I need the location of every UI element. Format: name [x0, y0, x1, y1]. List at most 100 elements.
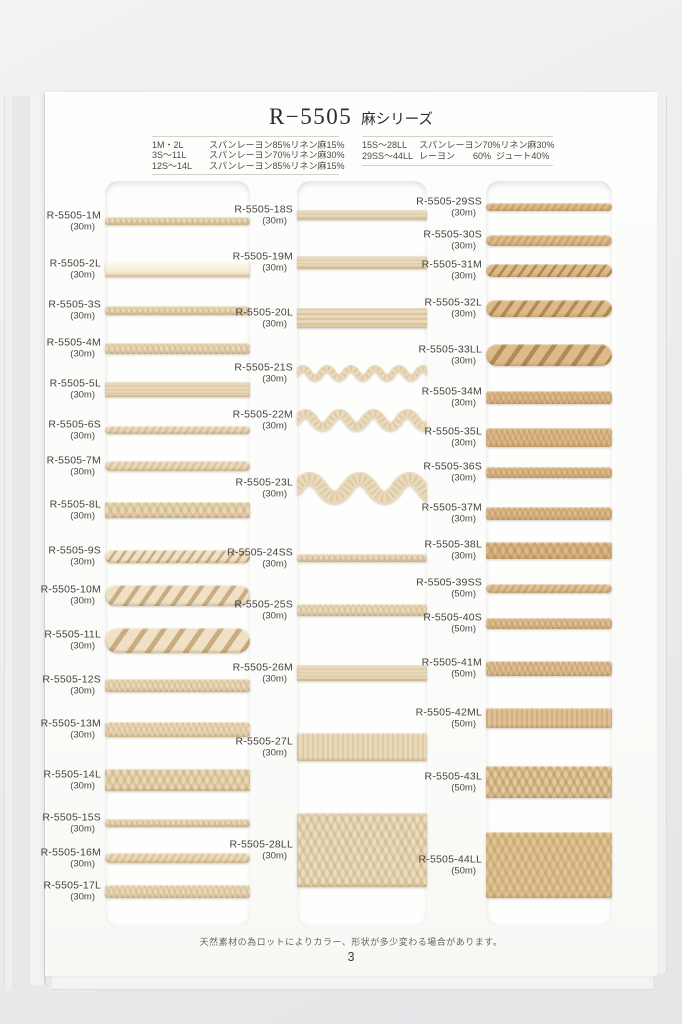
sample-code: R-5505-8L [49, 498, 101, 511]
sample-code: R-5505-24SS [227, 546, 293, 559]
sample-cord [105, 502, 250, 518]
sample-length: (30m) [70, 595, 95, 607]
sample-length: (30m) [262, 215, 287, 227]
sample-code: R-5505-37M [421, 501, 482, 514]
sample-code: R-5505-15S [42, 811, 101, 824]
sample-cord [105, 461, 250, 471]
sample-label: R-5505-9S (30m) [48, 545, 101, 568]
sample-length: (30m) [70, 269, 95, 281]
sample-length: (30m) [451, 308, 476, 320]
sample-cord [297, 554, 427, 562]
sample-cord [297, 813, 427, 887]
sample-label: R-5505-19M (30m) [233, 251, 293, 274]
sample-code: R-5505-44LL [418, 853, 482, 866]
sample-cord [105, 627, 250, 653]
spec-row: 1M・2L スパンレーヨン85% リネン麻15% [152, 140, 344, 151]
sample-cord [486, 506, 612, 520]
sample-code: R-5505-43L [424, 770, 482, 783]
sample-code: R-5505-14L [43, 768, 101, 781]
sample-code: R-5505-6S [48, 418, 101, 431]
spec-table-right: 15S〜28LL スパンレーヨン70% リネン麻30% 29SS〜44LL レーヨン 6… [362, 136, 554, 166]
sample-length: (30m) [70, 348, 95, 360]
sample-code: R-5505-25S [234, 598, 293, 611]
sample-window-2 [297, 181, 427, 927]
sample-label: R-5505-16M (30m) [41, 847, 101, 870]
sample-label: R-5505-10M (30m) [41, 584, 101, 607]
spec-range: 12S〜14L [152, 160, 193, 171]
sample-length: (30m) [70, 466, 95, 478]
sample-length: (50m) [451, 668, 476, 680]
sample-length: (30m) [262, 850, 287, 862]
sample-length: (30m) [70, 556, 95, 568]
sample-label: R-5505-17L (30m) [44, 880, 101, 903]
sample-length: (30m) [451, 270, 476, 282]
sample-code: R-5505-21S [234, 361, 293, 374]
sample-label: R-5505-32L (30m) [425, 297, 482, 320]
sample-code: R-5505-7M [46, 454, 101, 467]
sample-label: R-5505-28LL (30m) [230, 839, 294, 862]
sample-cord [105, 426, 250, 434]
sample-label: R-5505-24SS (30m) [227, 547, 293, 570]
sample-code: R-5505-22M [232, 408, 293, 421]
sample-cord [105, 381, 250, 397]
sample-cord [486, 832, 612, 898]
sample-label: R-5505-36S (30m) [423, 461, 482, 484]
sample-length: (50m) [451, 623, 476, 635]
sample-length: (30m) [70, 221, 95, 233]
sample-length: (30m) [70, 823, 95, 835]
sample-cord [486, 390, 612, 404]
sample-code: R-5505-38L [424, 538, 482, 551]
sample-code: R-5505-13M [40, 717, 101, 730]
sample-length: (30m) [70, 389, 95, 401]
sample-length: (30m) [262, 420, 287, 432]
sample-code: R-5505-36S [423, 460, 482, 473]
sample-cord [486, 708, 612, 728]
sample-code: R-5505-2L [49, 257, 101, 270]
sample-length: (30m) [70, 891, 95, 903]
sample-label: R-5505-37M (30m) [422, 502, 482, 525]
sample-cord [297, 472, 427, 504]
sample-length: (30m) [451, 355, 476, 367]
sample-cord [105, 584, 250, 606]
sample-cord [105, 884, 250, 898]
sample-cord [297, 210, 427, 220]
sample-length: (30m) [70, 430, 95, 442]
book-page-edge-middle [12, 96, 30, 989]
sample-length: (30m) [70, 685, 95, 697]
sample-cord [297, 308, 427, 328]
sample-label: R-5505-39SS (50m) [416, 577, 482, 600]
spec-row: 29SS〜44LL レーヨン 60% ジュート40% [362, 151, 553, 163]
sample-cord [105, 678, 250, 692]
sample-length: (30m) [262, 488, 287, 500]
sample-length: (30m) [451, 397, 476, 409]
sample-code: R-5505-39SS [416, 576, 482, 589]
sample-code: R-5505-19M [232, 250, 293, 263]
sample-code: R-5505-28LL [229, 838, 293, 851]
sample-label: R-5505-4M (30m) [47, 337, 101, 360]
sample-length: (30m) [451, 437, 476, 449]
spec-row: 3S〜11L スパンレーヨン70% リネン麻30% [152, 150, 344, 161]
sample-code: R-5505-35L [424, 425, 482, 438]
sample-length: (30m) [262, 673, 287, 685]
sample-cord [105, 305, 250, 315]
sample-length: (30m) [262, 262, 287, 274]
sample-length: (50m) [451, 782, 476, 794]
sample-label: R-5505-34M (30m) [422, 386, 482, 409]
sample-code: R-5505-9S [48, 544, 101, 557]
sample-label: R-5505-22M (30m) [233, 409, 293, 432]
sample-cord [486, 617, 612, 629]
sample-cord [297, 255, 427, 269]
sample-card: R−5505 麻シリーズ 1M・2L スパンレーヨン85% リネン麻15% 3S〜11L… [41, 92, 657, 976]
sample-length: (50m) [451, 718, 476, 730]
sample-label: R-5505-18S (30m) [234, 204, 293, 227]
sample-cord [486, 234, 612, 246]
spec-sub: リネン麻30% [290, 150, 345, 161]
series-code: R−5505 [268, 104, 353, 129]
sample-cord [105, 853, 250, 863]
sample-length: (30m) [262, 747, 287, 759]
sample-label: R-5505-33LL (30m) [419, 344, 483, 367]
sample-cord [105, 217, 250, 225]
sample-cord [486, 541, 612, 559]
sample-label: R-5505-20L (30m) [236, 307, 293, 330]
sample-code: R-5505-30S [423, 228, 482, 241]
